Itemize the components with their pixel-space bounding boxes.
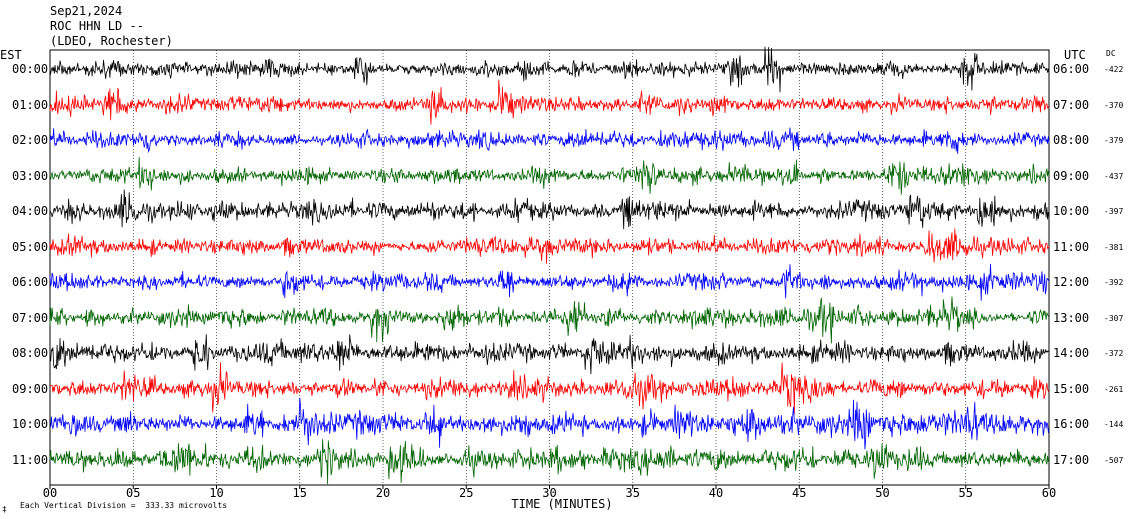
utc-hour-label: 11:00 [1053,239,1090,254]
trace-0300 [49,156,1050,195]
scale-note: Each Vertical Division = 333.33 microvol… [20,501,228,510]
seismic-traces [49,46,1050,485]
est-hour-label: 11:00 [12,452,49,467]
est-hour-label: 06:00 [12,275,49,289]
network-label: (LDEO, Rochester) [50,34,173,48]
trace-0800 [49,334,1050,375]
utc-hour-label: 17:00 [1053,452,1090,467]
utc-hour-label: 07:00 [1053,97,1090,112]
trace-0100 [49,79,1050,125]
dc-offset-label: -381 [1104,242,1124,252]
x-tick-label: 05 [126,486,140,500]
utc-hour-label: 13:00 [1053,310,1090,325]
x-axis-ticks: 00 05 10 15 20 25 30 35 40 45 50 55 60 [43,485,1056,500]
dc-offset-label: -437 [1104,171,1124,181]
x-tick-label: 50 [875,486,889,500]
utc-hour-label: 12:00 [1053,275,1090,289]
x-axis-label: TIME (MINUTES) [511,497,612,511]
est-hour-label: 02:00 [12,133,49,147]
utc-hour-label: 10:00 [1053,204,1090,218]
dc-offset-label: -507 [1104,455,1124,465]
station-label: ROC HHN LD -- [50,19,144,33]
utc-axis-title: UTC [1064,48,1086,62]
est-hour-label: 07:00 [12,310,49,325]
trace-0200 [49,127,1050,154]
trace-0000 [49,46,1050,93]
dc-offset-label: -261 [1104,384,1124,394]
trace-0400 [49,189,1050,230]
trace-0700 [49,296,1049,344]
est-hour-label: 09:00 [12,381,49,396]
est-hour-label: 04:00 [12,204,49,218]
trace-1100 [49,439,1050,485]
x-tick-label: 45 [792,486,806,500]
dc-offset-label: -379 [1104,136,1124,145]
dc-offset-label: -307 [1104,313,1124,323]
trace-1000 [49,397,1050,450]
trace-0600 [49,263,1050,301]
dc-offset-label: -422 [1104,65,1124,74]
est-hour-label: 05:00 [12,239,49,254]
date-label: Sep21,2024 [50,4,123,18]
est-hour-label: 00:00 [12,62,49,76]
x-tick-label: 20 [376,486,390,500]
dc-offset-label: -397 [1104,207,1124,216]
est-hour-label: 03:00 [12,168,49,183]
vertical-gridlines [132,50,967,485]
dc-offset-label: -372 [1104,349,1124,358]
x-tick-label: 55 [959,486,973,500]
x-tick-label: 30 [542,486,556,500]
corner-mark: ‡ [2,505,7,514]
utc-hour-label: 15:00 [1053,381,1090,396]
x-tick-label: 35 [626,486,640,500]
est-hour-label: 10:00 [12,417,49,431]
trace-0500 [49,228,1050,264]
dc-offset-label: -392 [1104,278,1124,287]
x-tick-label: 15 [293,486,307,500]
dc-offset-label: -370 [1104,100,1124,110]
x-tick-label: 60 [1042,486,1056,500]
dc-axis-title: DC [1106,49,1116,58]
x-tick-label: 00 [43,486,57,500]
x-tick-label: 25 [459,486,473,500]
x-tick-label: 40 [709,486,723,500]
utc-hour-label: 06:00 [1053,62,1090,76]
utc-hour-label: 14:00 [1053,346,1090,360]
est-hour-label: 01:00 [12,97,49,112]
utc-hour-label: 16:00 [1053,417,1090,431]
x-tick-label: 10 [209,486,223,500]
dc-offset-label: -144 [1104,420,1124,429]
trace-0900 [49,362,1050,415]
utc-hour-label: 08:00 [1053,133,1090,147]
utc-hour-label: 09:00 [1053,168,1090,183]
est-axis-title: EST [0,48,22,62]
est-hour-label: 08:00 [12,346,49,360]
